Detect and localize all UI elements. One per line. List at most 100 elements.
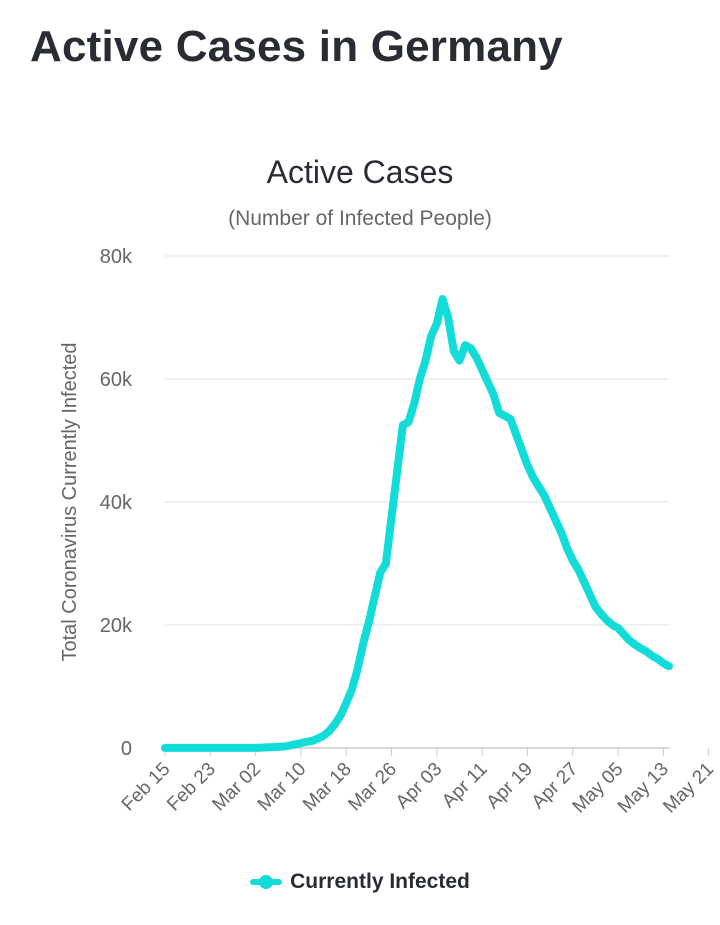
data-point bbox=[615, 625, 622, 632]
chart-title: Active Cases bbox=[267, 154, 454, 190]
legend-item-currently-infected: Currently Infected bbox=[290, 870, 470, 893]
data-point bbox=[524, 462, 531, 469]
data-point bbox=[654, 655, 661, 662]
data-point bbox=[456, 357, 463, 364]
data-point bbox=[450, 348, 457, 355]
data-point bbox=[620, 631, 627, 638]
data-point bbox=[575, 566, 582, 573]
data-point bbox=[303, 738, 310, 745]
x-tick-label: Apr 11 bbox=[438, 759, 491, 812]
data-point bbox=[297, 740, 304, 747]
data-point bbox=[201, 744, 208, 751]
data-point bbox=[292, 741, 299, 748]
chart-subtitle: (Number of Infected People) bbox=[228, 207, 492, 230]
data-point bbox=[411, 400, 418, 407]
data-point bbox=[530, 474, 537, 481]
y-tick-label: 60k bbox=[100, 369, 133, 391]
legend-swatch-icon bbox=[250, 875, 283, 889]
data-point bbox=[535, 483, 542, 490]
x-tick-label: Mar 10 bbox=[254, 759, 311, 816]
data-point bbox=[320, 732, 327, 739]
data-point bbox=[643, 648, 650, 655]
y-tick-label: 0 bbox=[121, 738, 132, 760]
data-point bbox=[371, 594, 378, 601]
x-tick-label: Apr 19 bbox=[483, 759, 537, 813]
data-point bbox=[569, 557, 576, 564]
data-point bbox=[258, 744, 265, 751]
data-point bbox=[348, 686, 355, 693]
data-point bbox=[405, 419, 412, 426]
data-point bbox=[343, 700, 350, 707]
data-point bbox=[660, 660, 667, 667]
data-point bbox=[564, 545, 571, 552]
data-point bbox=[382, 560, 389, 567]
y-axis-label: Total Coronavirus Currently Infected bbox=[59, 342, 81, 661]
data-point bbox=[507, 415, 514, 422]
y-tick-label: 80k bbox=[100, 246, 133, 268]
data-point bbox=[467, 345, 474, 352]
data-point bbox=[484, 379, 491, 386]
data-point bbox=[496, 409, 503, 416]
data-point bbox=[592, 603, 599, 610]
data-point bbox=[399, 422, 406, 429]
y-tick-labels: 0 20k 40k 60k 80k bbox=[100, 246, 133, 760]
data-point bbox=[167, 744, 174, 751]
data-point bbox=[354, 666, 361, 673]
grid-lines bbox=[165, 255, 669, 749]
y-tick-label: 20k bbox=[100, 615, 133, 637]
data-point bbox=[388, 514, 395, 521]
data-point bbox=[603, 617, 610, 624]
data-point bbox=[626, 637, 633, 644]
x-tick-label: Feb 15 bbox=[118, 759, 175, 816]
data-point bbox=[490, 391, 497, 398]
data-point bbox=[229, 744, 236, 751]
data-point bbox=[224, 744, 231, 751]
data-point bbox=[547, 505, 554, 512]
data-point bbox=[473, 354, 480, 361]
data-point bbox=[422, 357, 429, 364]
chart-legend[interactable]: Currently Infected bbox=[0, 870, 720, 894]
x-tick-label: Mar 18 bbox=[299, 759, 356, 816]
data-point bbox=[586, 591, 593, 598]
data-point bbox=[433, 320, 440, 327]
data-point bbox=[212, 744, 219, 751]
x-tick-label: Apr 03 bbox=[392, 759, 446, 813]
data-point bbox=[280, 743, 287, 750]
data-point bbox=[269, 744, 276, 751]
data-point bbox=[581, 578, 588, 585]
data-point bbox=[462, 342, 469, 349]
data-point bbox=[331, 721, 338, 728]
data-point bbox=[235, 744, 242, 751]
data-point bbox=[416, 376, 423, 382]
data-point bbox=[513, 431, 520, 438]
data-point bbox=[263, 744, 270, 751]
data-point bbox=[314, 735, 321, 742]
data-point bbox=[337, 712, 344, 719]
x-tick-label: Mar 26 bbox=[344, 759, 401, 816]
data-point bbox=[637, 645, 644, 652]
data-point bbox=[252, 744, 259, 751]
series-line-currently-infected bbox=[161, 295, 673, 752]
data-point bbox=[541, 492, 548, 499]
data-point bbox=[360, 640, 367, 647]
data-point bbox=[178, 744, 185, 751]
data-point bbox=[162, 744, 168, 751]
page-title: Active Cases in Germany bbox=[30, 22, 563, 71]
data-point bbox=[501, 412, 508, 419]
data-point bbox=[552, 517, 559, 524]
data-point bbox=[649, 652, 656, 659]
data-point bbox=[666, 663, 672, 670]
data-point bbox=[518, 446, 525, 453]
data-point bbox=[479, 366, 486, 373]
data-point bbox=[218, 744, 225, 751]
data-point bbox=[207, 744, 214, 751]
data-point bbox=[173, 744, 180, 751]
x-tick-label: May 21 bbox=[659, 759, 718, 818]
data-point bbox=[286, 742, 293, 749]
data-point bbox=[195, 744, 202, 751]
data-point bbox=[275, 743, 282, 750]
data-point bbox=[598, 610, 605, 617]
data-point bbox=[184, 744, 191, 751]
